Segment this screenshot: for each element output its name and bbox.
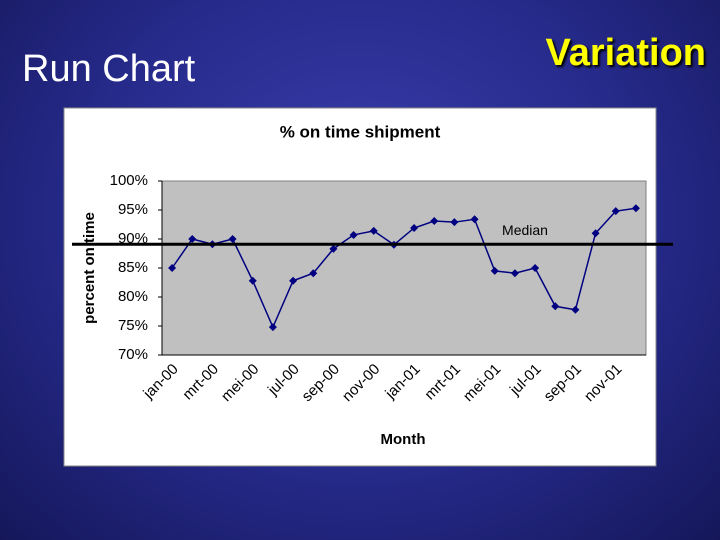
point-marker bbox=[168, 264, 177, 272]
point-marker bbox=[228, 235, 237, 243]
slide-heading: Variation bbox=[545, 32, 707, 74]
x-axis-label: Month bbox=[381, 431, 426, 448]
y-tick-label: 100% bbox=[110, 172, 148, 189]
point-marker bbox=[450, 218, 459, 227]
point-marker bbox=[369, 226, 378, 235]
point-marker bbox=[591, 229, 600, 238]
point-marker bbox=[188, 235, 197, 243]
plot-area bbox=[161, 180, 647, 356]
point-marker bbox=[349, 230, 358, 239]
point-marker bbox=[531, 264, 540, 272]
y-tick-label: 90% bbox=[118, 230, 148, 247]
y-tick-label: 75% bbox=[118, 317, 148, 334]
y-axis-label: percent on time bbox=[81, 212, 98, 324]
point-marker bbox=[329, 244, 338, 253]
point-marker bbox=[631, 204, 640, 213]
y-tick-label: 70% bbox=[118, 346, 148, 363]
point-marker bbox=[470, 215, 479, 224]
point-marker bbox=[289, 276, 298, 285]
chart-title: % on time shipment bbox=[280, 122, 441, 141]
y-tick-label: 85% bbox=[118, 259, 148, 276]
point-marker bbox=[309, 269, 318, 278]
point-marker bbox=[490, 266, 499, 275]
point-marker bbox=[248, 276, 257, 285]
y-tick-label: 95% bbox=[118, 201, 148, 218]
slide-title: Run Chart bbox=[22, 48, 196, 90]
point-marker bbox=[571, 305, 580, 314]
point-marker bbox=[510, 269, 519, 278]
median-label: Median bbox=[502, 222, 548, 238]
point-marker bbox=[611, 207, 620, 216]
point-marker bbox=[410, 223, 419, 232]
point-marker bbox=[551, 302, 560, 311]
point-marker bbox=[430, 217, 439, 226]
point-marker bbox=[268, 323, 277, 332]
y-tick-label: 80% bbox=[118, 288, 148, 305]
